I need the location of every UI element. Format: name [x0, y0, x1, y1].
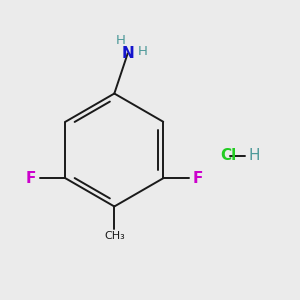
- Text: H: H: [115, 34, 125, 47]
- Text: CH₃: CH₃: [104, 231, 125, 241]
- Text: H: H: [138, 45, 148, 58]
- Text: H: H: [248, 148, 260, 164]
- Text: F: F: [192, 171, 203, 186]
- Text: Cl: Cl: [220, 148, 236, 164]
- Text: F: F: [26, 171, 36, 186]
- Text: N: N: [121, 46, 134, 61]
